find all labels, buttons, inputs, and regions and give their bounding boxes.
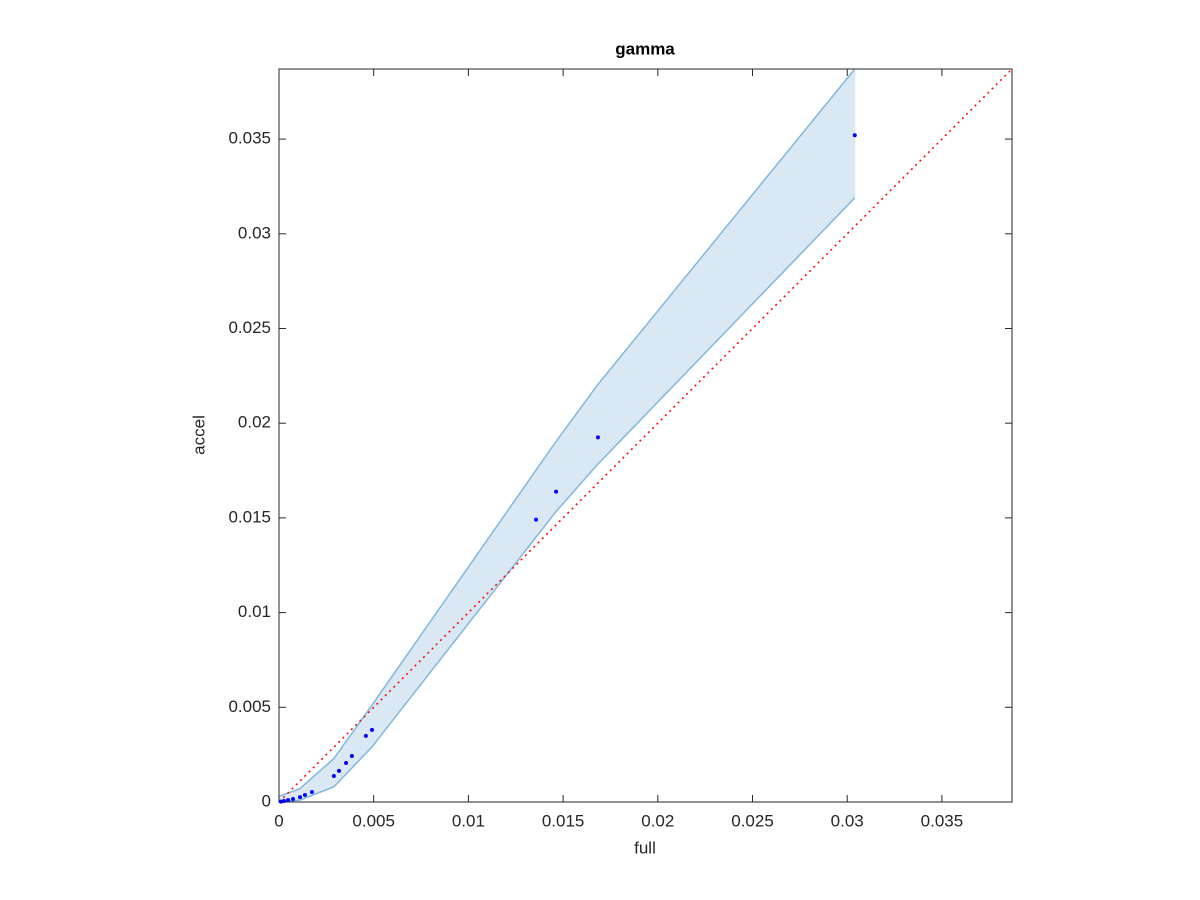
point [331, 774, 336, 779]
point [534, 517, 539, 522]
x-tick-label: 0 [274, 811, 283, 830]
y-tick-label: 0.035 [228, 129, 271, 148]
x-tick-label: 0.01 [452, 811, 485, 830]
point [281, 799, 286, 804]
x-tick-label: 0.015 [542, 811, 585, 830]
point [278, 799, 283, 804]
point [363, 733, 368, 738]
band-fill [279, 69, 855, 802]
y-tick-label: 0.005 [228, 697, 271, 716]
y-tick-label: 0.03 [238, 223, 271, 242]
point [554, 489, 559, 494]
band-upper [278, 68, 856, 798]
point [302, 792, 307, 797]
y-tick-label: 0 [262, 791, 271, 810]
y-axis-label: accel [189, 415, 208, 455]
x-tick-label: 0.035 [921, 811, 964, 830]
point [369, 727, 374, 732]
point [291, 796, 296, 801]
chart-title: gamma [615, 39, 675, 58]
plot-frame [278, 68, 1013, 803]
point [595, 435, 600, 440]
x-tick-label: 0.005 [352, 811, 395, 830]
point [309, 789, 314, 794]
y-tick-label: 0.01 [238, 602, 271, 621]
point [337, 768, 342, 773]
band-lower [278, 197, 856, 803]
point [852, 133, 857, 138]
y-tick-label: 0.02 [238, 413, 271, 432]
point [344, 760, 349, 765]
point [349, 753, 354, 758]
x-axis-label: full [634, 838, 656, 857]
x-tick-label: 0.03 [831, 811, 864, 830]
x-tick-label: 0.025 [731, 811, 774, 830]
y-tick-label: 0.025 [228, 318, 271, 337]
y-tick-label: 0.015 [228, 507, 271, 526]
point [298, 795, 303, 800]
x-tick-label: 0.02 [641, 811, 674, 830]
point [286, 798, 291, 803]
